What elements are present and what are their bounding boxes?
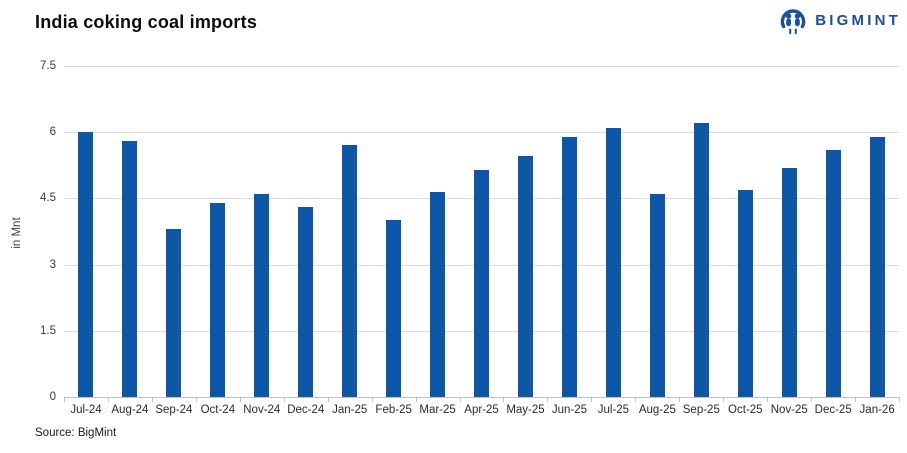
x-axis-tick [459,397,461,402]
bar-jan-26 [869,136,885,397]
bar-cell-sep-24 [152,66,196,397]
x-axis-tick [547,397,549,402]
bar-cell-jan-26 [855,66,899,397]
bar-cell-jan-25 [328,66,372,397]
bar-mar-25 [430,191,446,397]
chart-title: India coking coal imports [35,12,258,32]
bar-cell-sep-25 [679,66,723,397]
x-tick-label-nov-25: Nov-25 [770,404,808,416]
bar-dec-25 [825,149,841,397]
x-tick-label-sep-25: Sep-25 [682,404,720,416]
x-axis-tick [239,397,241,402]
x-axis-tick [591,397,593,402]
x-tick-label-jul-25: Jul-25 [597,404,630,416]
bar-cell-oct-25 [723,66,767,397]
bar-cell-mar-25 [416,66,460,397]
x-axis-tick [811,397,813,402]
y-axis-tick-labels: 0 1.5 3 4.5 6 7.5 [0,60,56,403]
bigmint-logo-icon [778,4,808,36]
bar-feb-25 [386,220,402,397]
y-tick-label-1.5: 1.5 [40,324,56,337]
bar-jan-25 [342,145,358,397]
x-tick-label-aug-25: Aug-25 [638,404,676,416]
x-tick-label-sep-24: Sep-24 [155,404,193,416]
x-axis-tick [899,397,900,402]
x-axis-tick-labels: Jul-24 Aug-24 Sep-24 Oct-24 Nov-24 Dec-24 Jan-… [64,404,899,416]
bar-oct-24 [210,202,226,397]
bar-cell-jul-25 [591,66,635,397]
x-tick-label-nov-24: Nov-24 [243,404,281,416]
bar-sep-24 [166,229,182,397]
y-tick-label-3: 3 [49,258,56,271]
x-axis-tick [371,397,373,402]
x-tick-label-jan-25: Jan-25 [332,404,368,416]
bar-cell-dec-24 [284,66,328,397]
bar-nov-24 [254,194,270,397]
bar-may-25 [518,156,533,397]
gridline-y-0 [64,397,899,398]
bar-cell-jun-25 [547,66,591,397]
x-tick-label-dec-25: Dec-25 [814,404,852,416]
bar-cell-aug-24 [108,66,152,397]
x-tick-label-jan-26: Jan-26 [859,404,895,416]
bar-dec-24 [298,207,314,397]
x-axis-tick [107,397,109,402]
bar-nov-25 [781,167,797,397]
x-tick-label-apr-25: Apr-25 [464,404,499,416]
bar-cell-feb-25 [372,66,416,397]
bar-cell-nov-25 [767,66,811,397]
x-tick-label-dec-24: Dec-24 [287,404,325,416]
bar-jul-25 [605,127,621,397]
y-tick-label-6: 6 [49,126,56,139]
bar-jul-24 [78,132,94,397]
x-axis-tick [679,397,681,402]
x-axis-tick [415,397,417,402]
x-axis-tick [327,397,329,402]
plot-area [64,66,899,398]
bigmint-logo-text: BIGMINT [815,11,901,29]
bar-cell-nov-24 [240,66,284,397]
x-tick-label-jun-25: Jun-25 [551,404,588,416]
x-tick-label-oct-24: Oct-24 [200,404,236,416]
x-tick-label-jul-24: Jul-24 [70,404,102,416]
bar-oct-25 [737,189,753,397]
bar-cell-may-25 [504,66,548,397]
x-axis-ticks [64,397,900,402]
bar-cell-jul-24 [64,66,108,397]
x-tick-label-aug-24: Aug-24 [111,404,149,416]
x-tick-label-mar-25: Mar-25 [419,404,456,416]
bigmint-logo: BIGMINT [778,4,901,36]
x-axis-tick [767,397,769,402]
bar-sep-25 [693,123,709,397]
x-axis-tick [503,397,505,402]
x-tick-label-may-25: May-25 [506,404,545,416]
x-axis-tick [151,397,153,402]
x-axis-tick [195,397,197,402]
y-tick-label-7.5: 7.5 [40,60,56,72]
x-axis-tick [283,397,285,402]
bar-cell-oct-24 [196,66,240,397]
x-axis-tick [635,397,637,402]
bar-cell-aug-25 [635,66,679,397]
bar-aug-25 [649,194,665,397]
source-note: Source: BigMint [35,427,117,439]
x-axis-tick [723,397,725,402]
x-axis-tick [64,397,65,402]
y-tick-label-4.5: 4.5 [40,192,56,205]
x-tick-label-feb-25: Feb-25 [375,404,412,416]
bar-apr-25 [474,169,490,397]
bar-jun-25 [561,136,577,397]
x-tick-label-oct-25: Oct-25 [728,404,763,416]
bar-cell-apr-25 [460,66,504,397]
x-axis-tick [855,397,857,402]
bar-aug-24 [122,141,138,397]
bars-layer [64,66,899,397]
bar-cell-dec-25 [811,66,855,397]
y-tick-label-0: 0 [49,391,56,403]
gridline-y-7.5 [64,66,899,67]
gridline-y-6 [64,132,899,134]
